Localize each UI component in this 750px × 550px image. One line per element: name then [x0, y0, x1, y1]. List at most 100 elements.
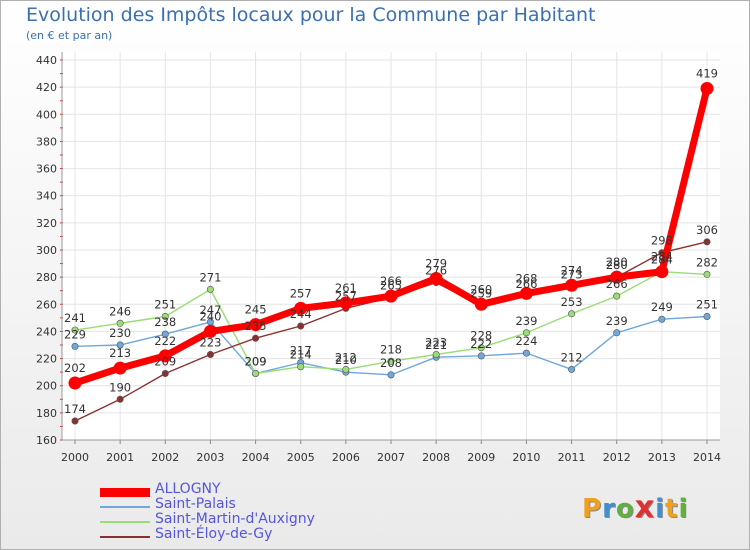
data-point [474, 297, 488, 311]
data-label: 419 [696, 67, 718, 81]
legend-label: ALLOGNY [155, 481, 221, 497]
data-label: 235 [245, 319, 267, 333]
y-tick-label: 260 [36, 298, 57, 311]
data-point [161, 369, 169, 377]
legend-label: Saint-Palais [155, 496, 236, 512]
data-label: 218 [380, 342, 402, 356]
y-tick-label: 420 [36, 81, 57, 94]
data-point [252, 334, 260, 342]
data-point [655, 265, 669, 279]
legend-swatch [100, 487, 150, 497]
legend-swatch [100, 536, 150, 538]
data-label: 209 [245, 355, 267, 369]
data-point [703, 238, 711, 246]
data-point [613, 292, 621, 300]
data-label: 221 [425, 338, 447, 352]
data-point [519, 286, 533, 300]
data-label: 229 [64, 327, 86, 341]
logo-letter: r [602, 494, 616, 524]
data-point [158, 349, 172, 363]
data-label: 271 [199, 270, 221, 284]
data-label: 239 [515, 314, 537, 328]
data-label: 245 [245, 303, 267, 317]
data-point [206, 285, 214, 293]
chart-subtitle: (en € et par an) [26, 29, 113, 42]
y-tick-label: 200 [36, 380, 57, 393]
legend-label: Saint-Martin-d'Auxigny [155, 511, 315, 527]
data-label: 266 [606, 277, 628, 291]
data-label: 298 [651, 234, 673, 248]
data-label: 240 [199, 309, 221, 323]
x-tick-label: 2007 [377, 451, 405, 464]
data-label: 266 [515, 277, 537, 291]
data-label: 280 [606, 255, 628, 269]
data-label: 241 [64, 311, 86, 325]
data-label: 284 [651, 253, 673, 267]
y-tick-label: 160 [36, 434, 57, 447]
legend-swatch [100, 521, 150, 523]
data-point [613, 329, 621, 337]
data-point [116, 395, 124, 403]
y-tick-label: 380 [36, 135, 57, 148]
data-point [206, 350, 214, 358]
chart-title: Evolution des Impôts locaux pour la Comm… [26, 4, 596, 26]
data-label: 259 [470, 287, 492, 301]
data-point [339, 296, 353, 310]
data-label: 247 [199, 303, 221, 317]
data-point [568, 365, 576, 373]
data-point [116, 341, 124, 349]
data-point [703, 270, 711, 278]
x-tick-label: 2011 [558, 451, 586, 464]
data-label: 246 [109, 304, 131, 318]
data-point [477, 352, 485, 360]
y-tick-label: 400 [36, 108, 57, 121]
data-label: 253 [561, 295, 583, 309]
data-label: 209 [154, 355, 176, 369]
logo-letter: P [582, 494, 603, 524]
data-labels: 229 230 238 247 209 217 210 208 221 222 224 212 239 2… [64, 67, 718, 417]
x-tick-label: 2014 [693, 451, 721, 464]
data-label: 222 [470, 337, 492, 351]
data-point [249, 318, 263, 332]
x-tick-label: 2013 [648, 451, 676, 464]
series-saint-palais [71, 312, 711, 379]
data-point [432, 350, 440, 358]
data-point [384, 289, 398, 303]
data-point [522, 329, 530, 337]
data-point [568, 310, 576, 318]
data-label: 224 [515, 334, 537, 348]
data-label: 306 [696, 223, 718, 237]
series-allogny [68, 82, 714, 390]
data-label: 223 [425, 336, 447, 350]
data-label: 251 [154, 298, 176, 312]
data-label: 280 [606, 258, 628, 272]
data-label: 268 [515, 271, 537, 285]
logo-letter: i [678, 494, 689, 524]
data-label: 284 [651, 250, 673, 264]
y-tick-label: 360 [36, 163, 57, 176]
data-label: 238 [154, 315, 176, 329]
data-label: 257 [335, 289, 357, 303]
data-label: 282 [696, 255, 718, 269]
data-point [658, 315, 666, 323]
data-point [703, 312, 711, 320]
data-point [342, 365, 350, 373]
data-point [71, 326, 79, 334]
data-point [387, 371, 395, 379]
data-point [297, 363, 305, 371]
logo-letter: i [655, 494, 666, 524]
data-point [161, 330, 169, 338]
grid [62, 52, 720, 441]
data-label: 230 [109, 326, 131, 340]
data-label: 251 [696, 298, 718, 312]
legend-swatch [100, 506, 150, 508]
data-label: 190 [109, 380, 131, 394]
data-point [387, 357, 395, 365]
data-label: 212 [561, 350, 583, 364]
data-point [610, 270, 624, 284]
data-point [477, 344, 485, 352]
data-point [71, 417, 79, 425]
logo-letter: x [634, 490, 656, 525]
data-point [203, 324, 217, 338]
data-label: 223 [199, 336, 221, 350]
